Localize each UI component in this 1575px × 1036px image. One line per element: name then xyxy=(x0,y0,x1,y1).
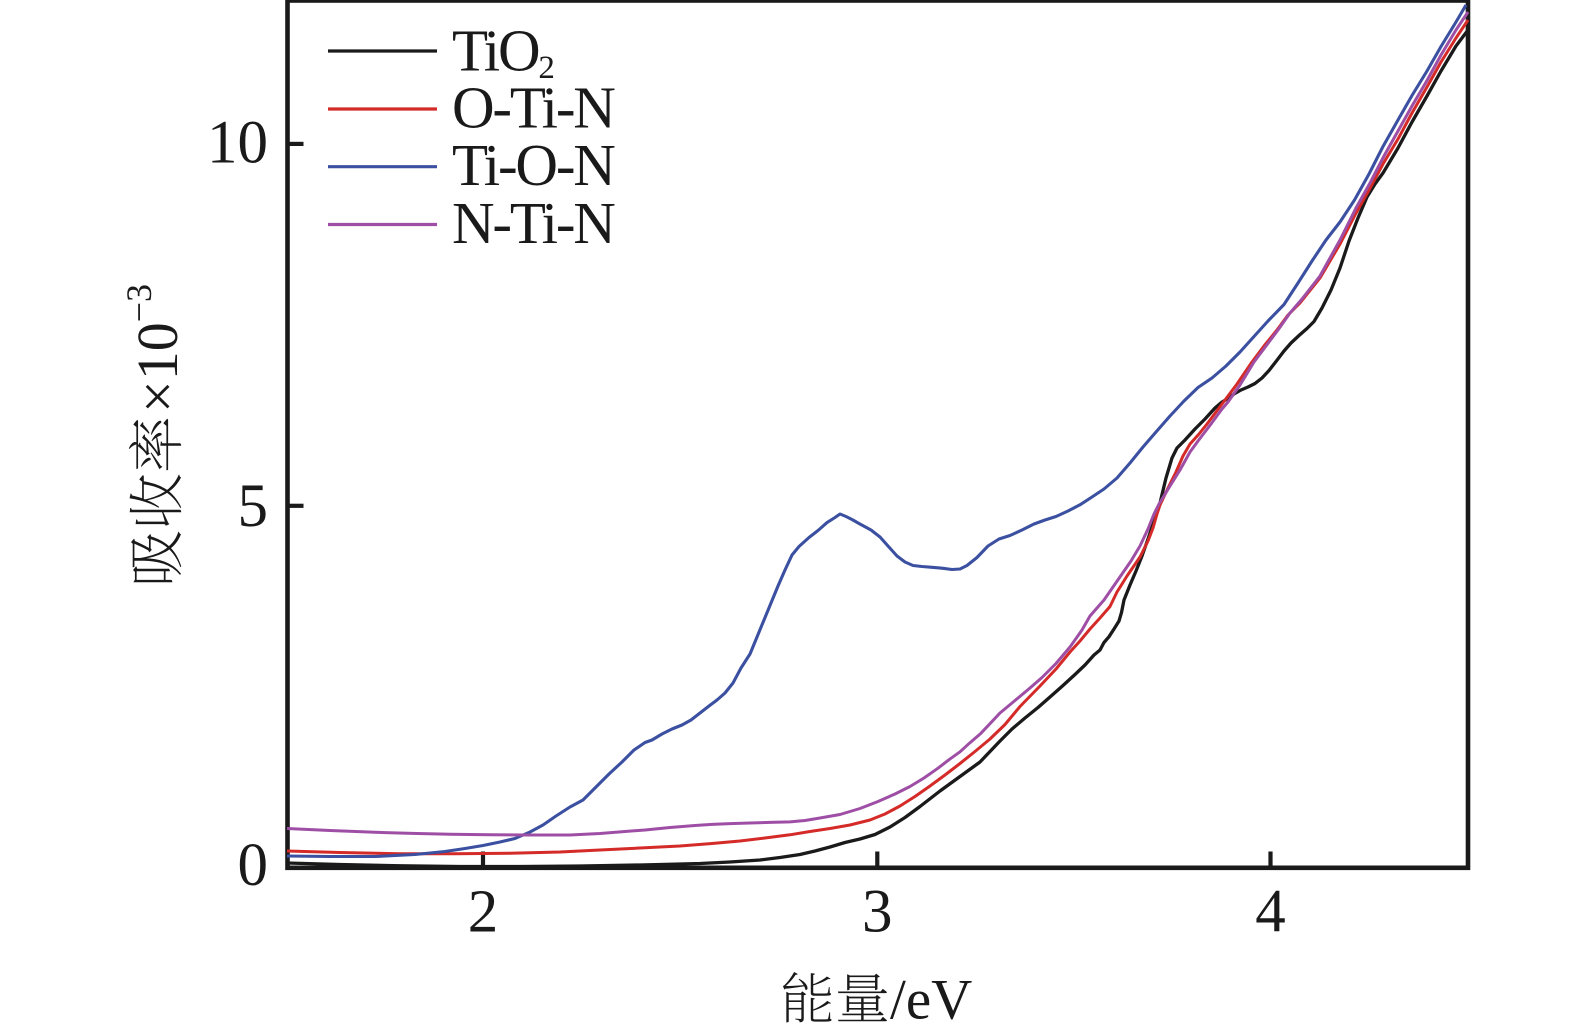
svg-text:2: 2 xyxy=(468,879,499,946)
svg-text:O-Ti-N: O-Ti-N xyxy=(452,75,615,141)
svg-text:4: 4 xyxy=(1255,879,1286,946)
svg-text:10: 10 xyxy=(207,110,268,177)
svg-text:TiO2: TiO2 xyxy=(452,18,553,87)
svg-text:3: 3 xyxy=(862,879,893,946)
svg-text:5: 5 xyxy=(238,473,269,540)
svg-text:N-Ti-N: N-Ti-N xyxy=(452,190,615,256)
svg-text:0: 0 xyxy=(238,832,269,899)
svg-text:/eV: /eV xyxy=(890,969,972,1032)
svg-text:Ti-O-N: Ti-O-N xyxy=(452,132,615,198)
